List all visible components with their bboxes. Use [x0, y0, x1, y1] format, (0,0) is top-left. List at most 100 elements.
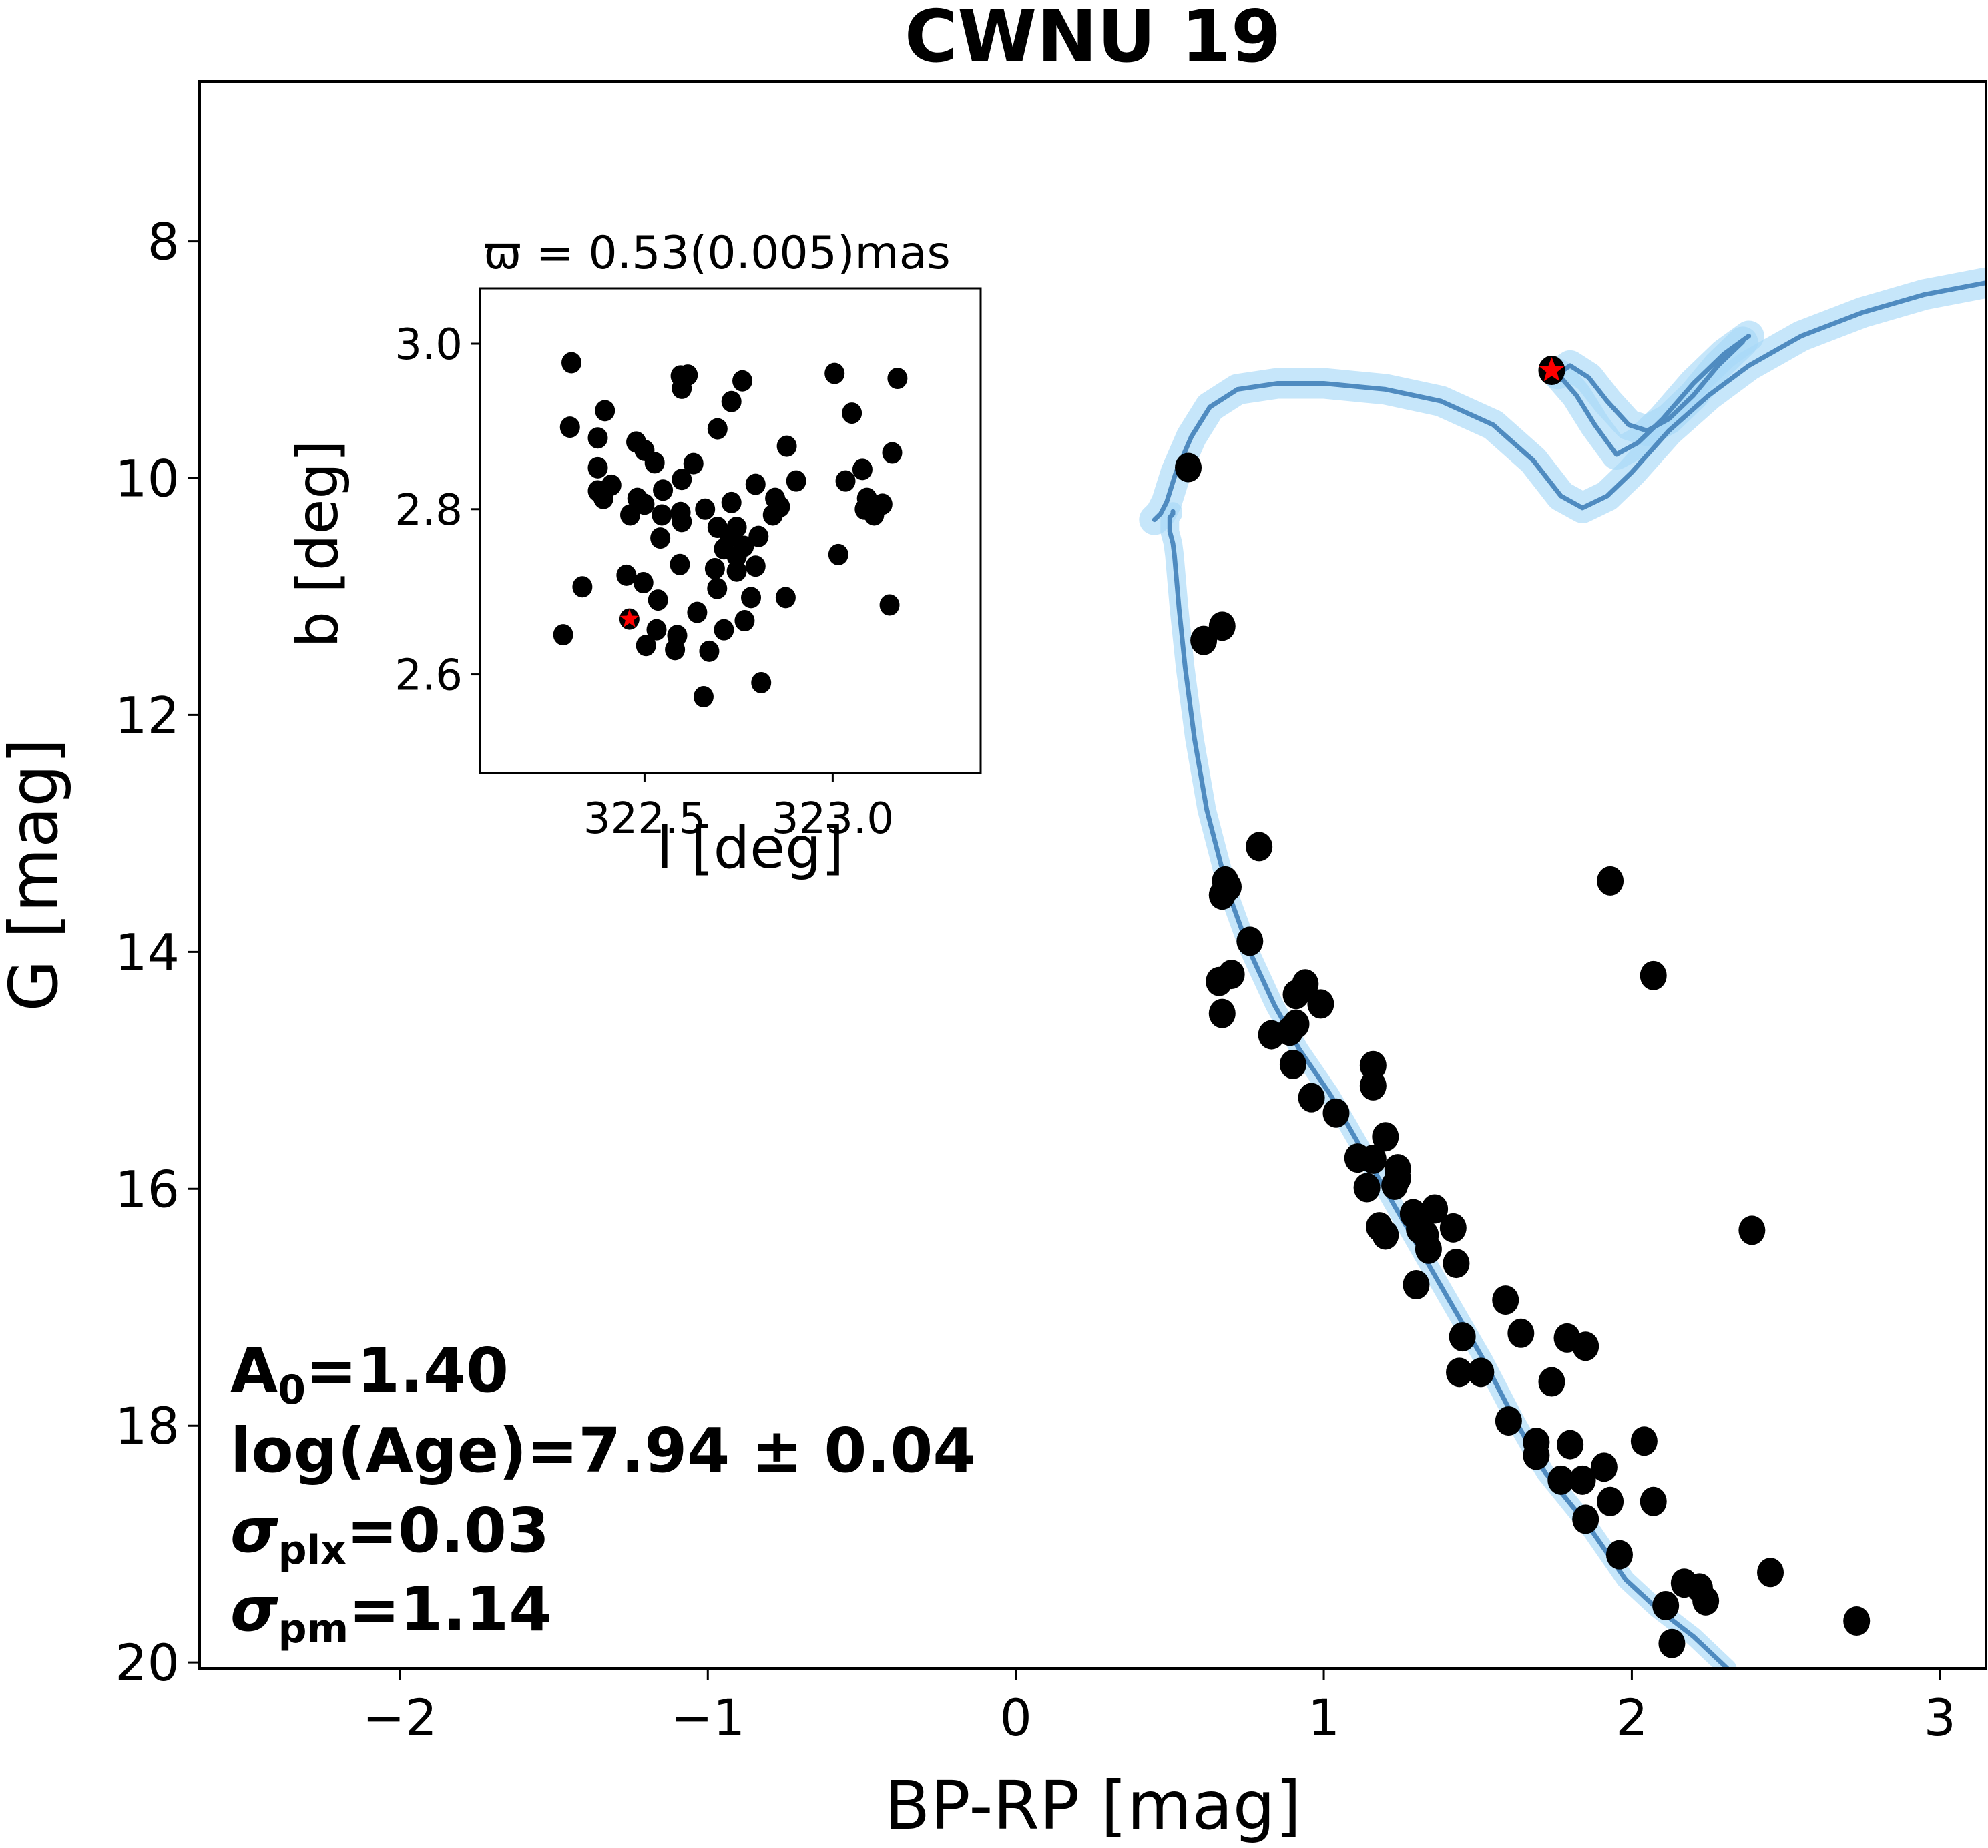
member-point: [1218, 960, 1245, 990]
inset-y-axis-label: b [deg]: [284, 440, 351, 647]
member-point: [1843, 1606, 1871, 1636]
inset-member-point: [741, 587, 762, 609]
inset-member-point: [835, 470, 856, 492]
inset-member-point: [721, 390, 742, 412]
inset-highlight-star-marker: [619, 609, 640, 627]
member-point: [1547, 1465, 1575, 1495]
member-point: [1507, 1318, 1535, 1348]
inset-y-tick-label: 2.8: [395, 486, 463, 535]
inset-member-point: [672, 511, 692, 533]
member-point: [1495, 1406, 1522, 1436]
inset-member-point: [721, 491, 742, 513]
inset-member-point: [648, 589, 668, 611]
inset-member-point: [683, 452, 704, 475]
plot-frame: [198, 80, 1987, 1670]
inset-member-point: [672, 377, 692, 399]
inset-member-point: [726, 560, 747, 582]
inset-member-point: [776, 435, 797, 457]
inset-member-point: [775, 587, 796, 609]
inset-member-point: [672, 469, 692, 491]
inset-x-axis-ticks: 322.5 323.0: [583, 773, 894, 844]
member-point: [1384, 1163, 1411, 1193]
member-point: [1403, 1270, 1430, 1300]
inset-member-point: [572, 576, 593, 598]
inset-member-point: [587, 427, 608, 449]
annotation-line: σplx=0.03: [230, 1495, 549, 1574]
y-axis-label: G [mag]: [0, 738, 73, 1011]
x-axis-label: BP-RP [mag]: [885, 1767, 1302, 1845]
inset-member-point: [762, 504, 783, 526]
member-point: [1492, 1285, 1519, 1315]
x-tick-label: 0: [999, 1688, 1031, 1747]
member-point: [1236, 926, 1264, 956]
inset-member-point: [650, 527, 671, 549]
inset-x-tick-label: 323.0: [772, 794, 894, 844]
member-point: [1439, 1213, 1467, 1243]
inset-x-axis-label: l [deg]: [657, 815, 844, 882]
member-point: [1415, 1234, 1442, 1264]
annotation-line: log(Age)=7.94 ± 0.04: [230, 1415, 975, 1486]
y-tick-label: 14: [115, 922, 180, 982]
member-point: [1597, 866, 1624, 896]
y-tick-label: 16: [115, 1159, 180, 1219]
member-points: [1175, 356, 1871, 1658]
y-tick-label: 20: [115, 1633, 180, 1692]
inset-member-point: [745, 473, 766, 495]
member-point: [1190, 625, 1218, 655]
member-point: [1359, 1144, 1387, 1174]
member-point: [1652, 1590, 1680, 1620]
isochrone-layer: [1139, 267, 1986, 1668]
member-point: [1353, 1173, 1381, 1203]
inset-member-points: [553, 352, 908, 708]
member-point: [1307, 989, 1334, 1019]
inset-member-point: [695, 498, 716, 520]
inset-member-point: [734, 535, 754, 557]
member-point: [1446, 1357, 1473, 1388]
highlight-star-marker: [1539, 357, 1565, 382]
inset-member-point: [748, 525, 769, 547]
member-point: [1246, 832, 1273, 862]
member-point: [1443, 1249, 1470, 1279]
inset-member-point: [652, 504, 672, 526]
member-point: [1279, 1049, 1306, 1079]
isochrone-line: [1555, 334, 1752, 457]
member-point: [1572, 1504, 1599, 1534]
member-point: [1757, 1558, 1784, 1588]
inset-member-point: [732, 370, 753, 392]
inset-member-point: [595, 400, 615, 422]
inset-member-point: [726, 517, 747, 539]
member-point: [1282, 1009, 1310, 1039]
inset-member-point: [882, 442, 903, 464]
inset-member-point: [872, 493, 893, 515]
member-point: [1208, 611, 1236, 641]
inset-member-point: [824, 362, 845, 384]
x-tick-label: 1: [1308, 1688, 1340, 1747]
inset-member-point: [646, 619, 667, 641]
member-point: [1538, 1367, 1565, 1397]
member-point: [1298, 1083, 1325, 1113]
inset-member-point: [636, 635, 656, 657]
member-point: [1322, 1098, 1350, 1128]
inset-frame: [479, 287, 982, 774]
x-tick-label: 2: [1616, 1688, 1648, 1747]
member-point: [1658, 1628, 1686, 1658]
y-tick-label: 18: [115, 1396, 180, 1456]
inset-member-point: [707, 418, 728, 440]
member-point: [1372, 1220, 1399, 1250]
y-tick-label: 12: [115, 685, 180, 745]
inset-sky-plot: ϖ = 0.53(0.005)mas 322.5 323.0 2.62.83.0 …: [284, 227, 982, 882]
inset-member-point: [828, 543, 848, 565]
inset-member-point: [751, 671, 772, 693]
x-tick-label: 3: [1924, 1688, 1956, 1747]
member-point: [1215, 872, 1242, 902]
inset-member-point: [887, 368, 908, 390]
member-point: [1597, 1486, 1624, 1516]
inset-member-point: [852, 458, 873, 481]
y-axis-ticks: 8 10 12 14 16 18 20: [115, 212, 200, 1692]
member-point: [1557, 1430, 1584, 1460]
inset-member-point: [699, 640, 720, 662]
member-point: [1175, 452, 1202, 483]
inset-member-point: [842, 402, 862, 424]
